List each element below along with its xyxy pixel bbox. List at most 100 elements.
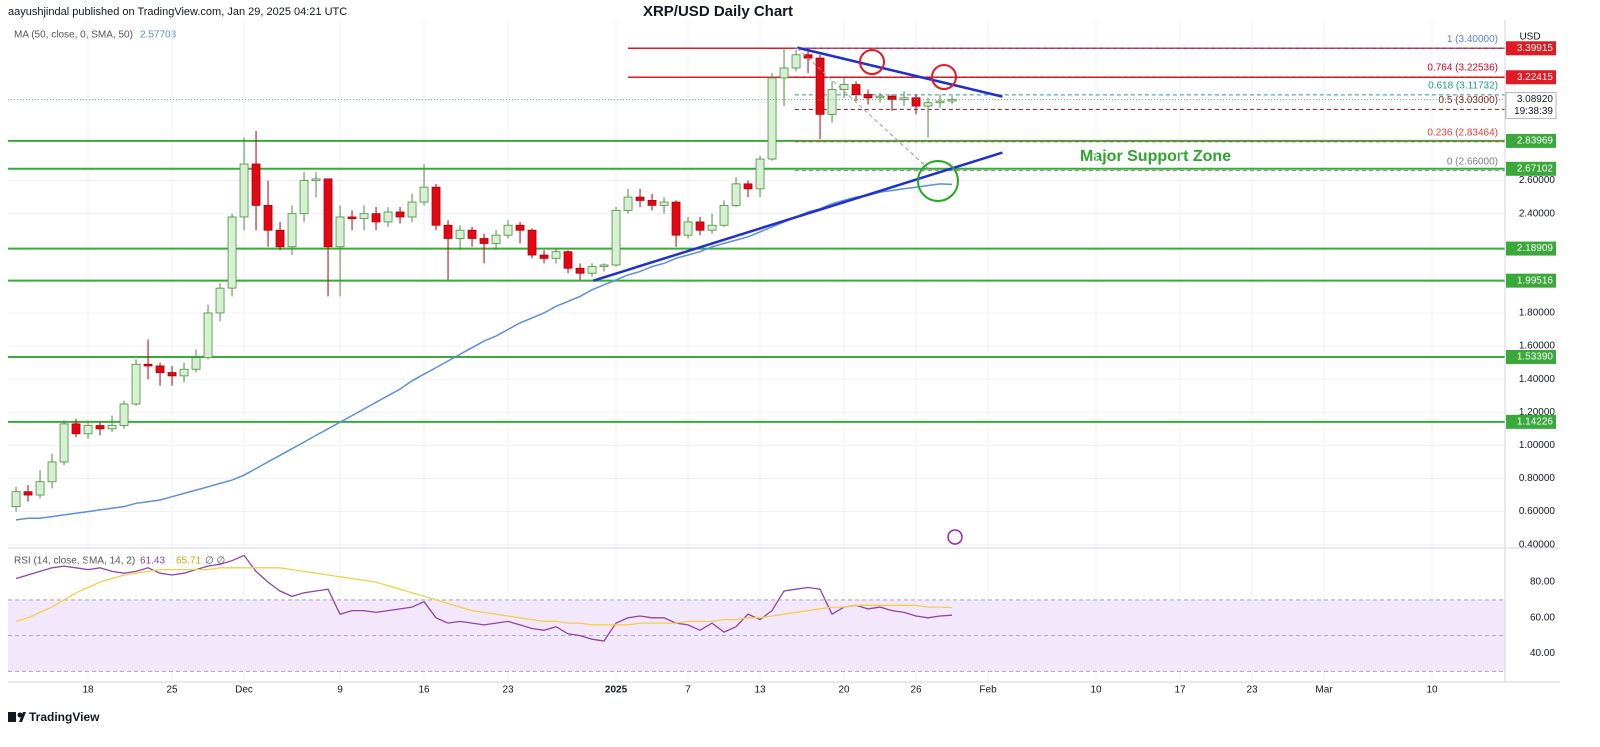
candle-body — [383, 211, 393, 223]
plot: 18 25 Dec 9 16 23 2025 7 13 20 26 Feb 10 17 23 Mar 10 2.6… — [8, 20, 1557, 696]
candle-body — [263, 204, 273, 231]
candle-body — [827, 89, 837, 115]
fib-label: 0.618 (3.11732) — [1428, 81, 1498, 92]
candle-body — [695, 221, 705, 231]
candle-body — [215, 287, 225, 314]
candle-body — [119, 403, 129, 426]
level-badge — [1506, 350, 1556, 365]
support-circle — [917, 160, 959, 202]
level-badge — [1506, 273, 1556, 288]
fib-label: 0 (2.66000) — [1447, 156, 1498, 167]
chart-title: XRP/USD Daily Chart — [643, 3, 793, 20]
candle-body — [563, 251, 573, 269]
candle-body — [575, 267, 585, 274]
rsi-legend-value: 61.43 — [140, 556, 165, 567]
candle-body — [887, 95, 897, 100]
candle-body — [527, 229, 537, 256]
candle-body — [611, 209, 621, 266]
trendline — [592, 151, 1003, 282]
candle-body — [911, 97, 921, 107]
x-tick-label: 17 — [1174, 685, 1186, 696]
trendline — [796, 46, 1003, 98]
candle-body — [875, 95, 885, 99]
currency: USD — [1519, 32, 1540, 43]
x-tick-label: 10 — [1426, 685, 1438, 696]
candle-body — [551, 251, 561, 259]
candle-body — [671, 201, 681, 236]
rsi-tick-label: 40.00 — [1530, 648, 1555, 659]
countdown: 19:38:39 — [1514, 106, 1553, 117]
candle-body — [899, 97, 909, 100]
level-badge-label: 2.83969 — [1517, 136, 1554, 147]
event-icon — [947, 529, 963, 545]
resistance-badge — [1506, 41, 1556, 56]
byline: aayushjindal published on TradingView.co… — [8, 6, 347, 18]
candle-body — [947, 99, 957, 102]
candle-body — [323, 178, 333, 248]
candle-body — [155, 365, 165, 373]
candle-body — [539, 254, 549, 259]
level-badge-label: 2.67102 — [1517, 163, 1554, 174]
candle-body — [359, 213, 369, 220]
level-badge — [1506, 161, 1556, 176]
fib-label: 0.5 (3.03000) — [1439, 95, 1499, 106]
level-badge-label: 2.18909 — [1517, 243, 1554, 254]
price-badge-label: 3.08920 — [1517, 94, 1554, 105]
candle-body — [59, 423, 69, 463]
rsi-legend: RSI (14, close, SMA, 14, 2) — [14, 556, 135, 567]
candle-body — [35, 481, 45, 496]
x-tick-label: 26 — [910, 685, 922, 696]
y-tick-label: 1.60000 — [1519, 341, 1556, 352]
y-tick-label: 0.40000 — [1519, 539, 1556, 550]
rsi-legend-extra: ∅ ∅ — [205, 556, 225, 567]
candle-body — [107, 425, 117, 430]
candle-body — [191, 357, 201, 370]
level-badge — [1506, 133, 1556, 148]
candle-body — [347, 216, 357, 220]
footer-logo — [8, 712, 26, 722]
annotation: Major Support Zone — [1080, 148, 1231, 165]
rsi-tick-label: 80.00 — [1530, 577, 1555, 588]
candle-body — [623, 196, 633, 211]
ma-legend-value: 2.57703 — [140, 30, 177, 41]
candle-body — [11, 491, 21, 508]
x-tick-label: 7 — [685, 685, 691, 696]
candle-body — [755, 158, 765, 190]
resistance-badge-label: 3.22415 — [1517, 72, 1554, 83]
ma-legend: MA (50, close, 0, SMA, 50) — [14, 30, 133, 41]
rsi-ma-legend-value: 65.71 — [176, 556, 201, 567]
candle-body — [311, 178, 321, 181]
candle-body — [179, 368, 189, 377]
candle-body — [83, 425, 93, 435]
candle-body — [479, 238, 489, 244]
price-badge — [1505, 92, 1557, 120]
candle-body — [143, 363, 153, 367]
candle-body — [767, 77, 777, 160]
x-tick-label: 16 — [418, 685, 430, 696]
y-tick-label: 2.40000 — [1519, 208, 1556, 219]
level-badge — [1506, 241, 1556, 256]
candle-body — [935, 100, 945, 104]
level-badge-label: 1.53390 — [1517, 352, 1554, 363]
y-tick-label: 2.60000 — [1519, 175, 1556, 186]
candle-body — [419, 186, 429, 203]
candle-body — [407, 201, 417, 218]
candle-body — [167, 372, 177, 377]
candle-body — [95, 425, 105, 430]
x-tick-label: 10 — [1090, 685, 1102, 696]
candle-body — [707, 224, 717, 231]
y-tick-label: 1.40000 — [1519, 374, 1556, 385]
candle-body — [251, 163, 261, 206]
trendline — [796, 47, 931, 171]
candle-body — [335, 216, 345, 248]
level-badge — [1506, 414, 1556, 429]
candle-body — [71, 423, 81, 435]
x-tick-label: 25 — [166, 685, 178, 696]
candle-body — [203, 312, 213, 359]
y-tick-label: 1.20000 — [1519, 407, 1556, 418]
rsi-line — [15, 567, 953, 626]
x-tick-label: Feb — [979, 685, 997, 696]
candle-body — [731, 183, 741, 206]
x-tick-label: 23 — [502, 685, 514, 696]
candle-body — [779, 67, 789, 79]
